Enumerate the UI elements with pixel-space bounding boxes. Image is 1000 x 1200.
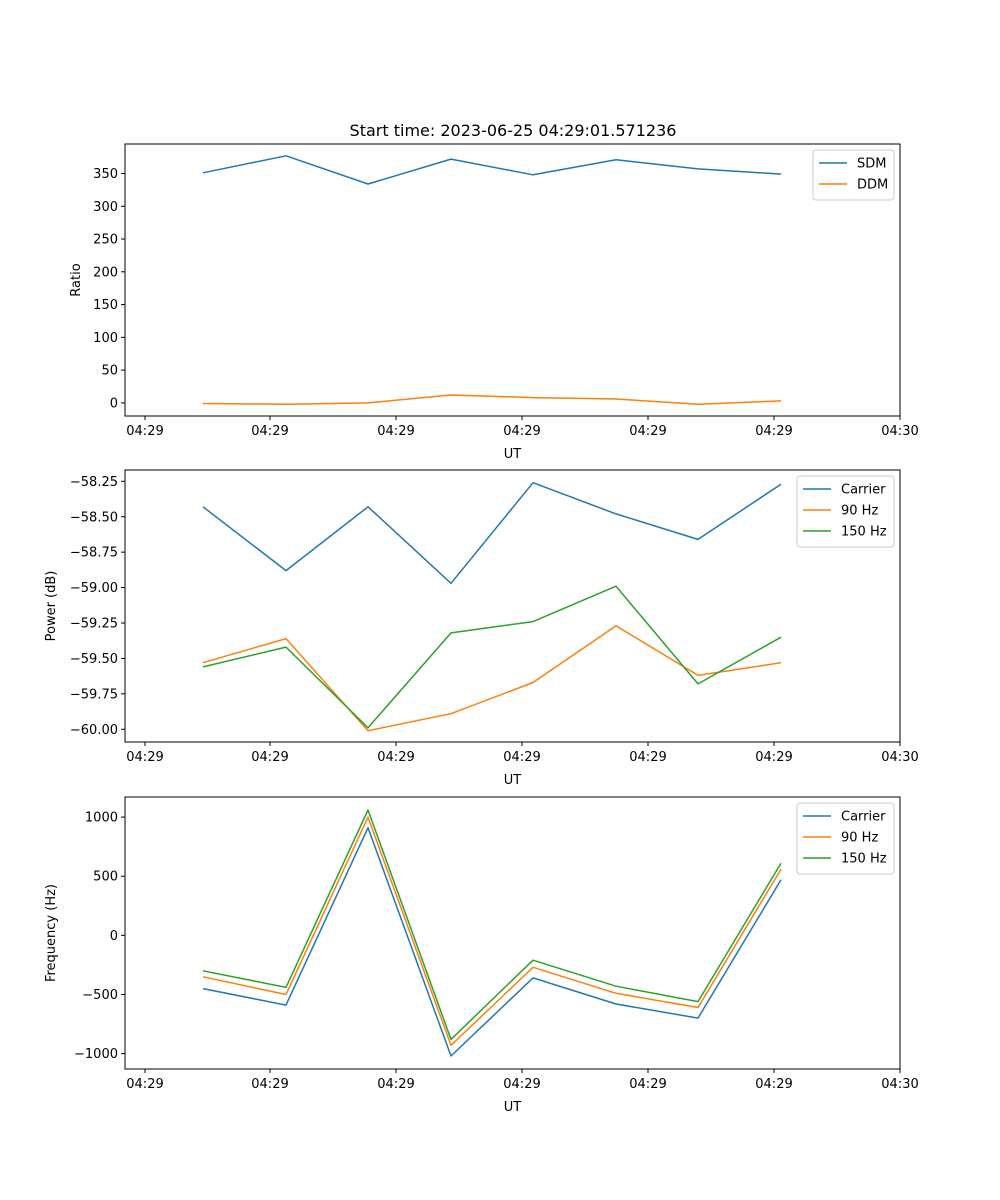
y-tick-label: −59.75 bbox=[70, 687, 118, 702]
legend-box bbox=[796, 475, 895, 548]
y-tick-label: 1000 bbox=[85, 811, 118, 826]
x-tick-label: 04:30 bbox=[881, 750, 918, 765]
y-tick-label: −59.50 bbox=[70, 652, 118, 667]
y-tick-label: 100 bbox=[93, 331, 118, 346]
y-tick-label: 200 bbox=[93, 265, 118, 280]
y-tick-label: 300 bbox=[93, 200, 118, 215]
x-tick-label: 04:29 bbox=[251, 1077, 288, 1092]
chart-title: Start time: 2023-06-25 04:29:01.571236 bbox=[350, 121, 677, 140]
plot-frame bbox=[124, 143, 901, 417]
legend-label: Carrier bbox=[841, 483, 886, 498]
x-tick-label: 04:29 bbox=[251, 424, 288, 439]
x-tick-label: 04:29 bbox=[629, 1077, 666, 1092]
y-tick-label: −1000 bbox=[74, 1047, 118, 1062]
subplots: 0 50 100 150 200 250 300 350 04:29 04:29 04:29 04:2… bbox=[44, 143, 919, 1115]
y-axis-label: Power (dB) bbox=[44, 571, 59, 642]
series-line-ddm bbox=[202, 394, 782, 405]
legend-label: 150 Hz bbox=[841, 852, 887, 867]
y-tick-label: −500 bbox=[82, 988, 118, 1003]
x-tick-label: 04:29 bbox=[251, 750, 288, 765]
y-tick-label: −58.75 bbox=[70, 546, 118, 561]
subplot-2: −60.00 −59.75 −59.50 −59.25 −59.00 −58.75 −58.… bbox=[44, 469, 919, 788]
plot-frame bbox=[124, 796, 901, 1070]
legend-label: 150 Hz bbox=[841, 525, 887, 540]
x-tick-label: 04:29 bbox=[755, 750, 792, 765]
x-tick-label: 04:30 bbox=[881, 424, 918, 439]
x-tick-label: 04:29 bbox=[503, 1077, 540, 1092]
x-tick-label: 04:29 bbox=[377, 424, 414, 439]
x-tick-label: 04:30 bbox=[881, 1077, 918, 1092]
y-tick-label: −58.25 bbox=[70, 475, 118, 490]
x-tick-label: 04:29 bbox=[755, 424, 792, 439]
x-tick-label: 04:29 bbox=[126, 424, 163, 439]
series-line-150-hz bbox=[202, 809, 782, 1041]
y-tick-label: −58.50 bbox=[70, 510, 118, 525]
x-tick-label: 04:29 bbox=[755, 1077, 792, 1092]
x-tick-label: 04:29 bbox=[126, 750, 163, 765]
legend-label: Carrier bbox=[841, 810, 886, 825]
x-axis-label: UT bbox=[504, 447, 522, 462]
legend-label: 90 Hz bbox=[841, 831, 878, 846]
x-tick-label: 04:29 bbox=[503, 424, 540, 439]
y-tick-label: 500 bbox=[93, 870, 118, 885]
y-tick-label: 0 bbox=[110, 929, 118, 944]
x-tick-label: 04:29 bbox=[629, 750, 666, 765]
x-tick-label: 04:29 bbox=[503, 750, 540, 765]
subplot-1: 0 50 100 150 200 250 300 350 04:29 04:29 04:29 04:2… bbox=[69, 143, 919, 462]
x-axis-label: UT bbox=[504, 1100, 522, 1115]
legend-label: SDM bbox=[857, 157, 886, 172]
y-tick-label: 350 bbox=[93, 167, 118, 182]
y-tick-label: 250 bbox=[93, 233, 118, 248]
x-tick-label: 04:29 bbox=[377, 1077, 414, 1092]
y-tick-label: 50 bbox=[101, 364, 118, 379]
y-axis-label: Ratio bbox=[69, 263, 84, 296]
legend-box bbox=[796, 802, 895, 875]
x-tick-label: 04:29 bbox=[377, 750, 414, 765]
series-line-carrier bbox=[202, 826, 782, 1057]
series-line-sdm bbox=[202, 155, 782, 185]
series-line-150-hz bbox=[202, 585, 782, 729]
plot-frame bbox=[124, 469, 901, 743]
series-line-90-hz bbox=[202, 816, 782, 1047]
subplot-3: −1000 −500 0 500 1000 04:29 04:29 04:29 04:29 04:… bbox=[44, 796, 919, 1115]
x-tick-label: 04:29 bbox=[629, 424, 666, 439]
series-line-carrier bbox=[202, 481, 782, 585]
y-tick-label: −60.00 bbox=[70, 723, 118, 738]
y-axis-label: Frequency (Hz) bbox=[44, 884, 59, 982]
y-tick-label: −59.25 bbox=[70, 617, 118, 632]
legend-label: 90 Hz bbox=[841, 504, 878, 519]
x-axis-label: UT bbox=[504, 773, 522, 788]
x-tick-label: 04:29 bbox=[126, 1077, 163, 1092]
y-tick-label: 0 bbox=[110, 396, 118, 411]
legend-label: DDM bbox=[857, 178, 888, 193]
y-tick-label: 150 bbox=[93, 298, 118, 313]
y-tick-label: −59.00 bbox=[70, 581, 118, 596]
